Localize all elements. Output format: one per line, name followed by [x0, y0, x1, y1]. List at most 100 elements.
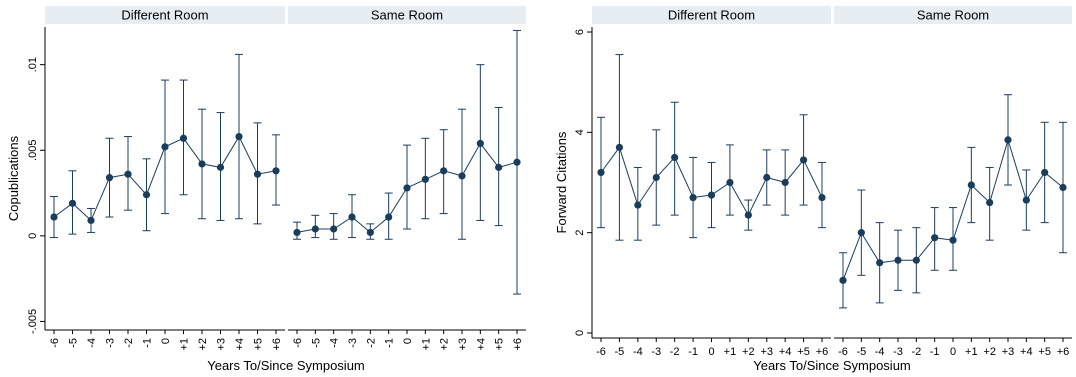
x-tick-label: +5 [1038, 346, 1051, 358]
x-tick-label: -3 [651, 346, 661, 358]
x-tick-label: +3 [216, 338, 228, 351]
data-point [198, 160, 205, 167]
x-tick-label: -4 [633, 346, 643, 358]
x-tick-label: +5 [797, 346, 810, 358]
x-tick-label: +4 [234, 338, 246, 351]
x-tick-label: +1 [420, 338, 432, 351]
x-tick-label: +5 [494, 338, 506, 351]
panel-different-room: Different Room -6 -5 -4 -3 -2 -1 0 +1 +2 +3 +4 +5 +6 [45, 6, 285, 351]
chart-1: -.005 0 .005 .01 Copublications Years To/Sinc… [6, 6, 526, 373]
x-tick-label: +1 [724, 346, 737, 358]
y-tick-label: 0 [574, 330, 586, 336]
data-point [87, 217, 94, 224]
x-tick-label: +2 [742, 346, 755, 358]
data-point [876, 259, 883, 266]
y-tick-label: .01 [27, 57, 39, 72]
panel-title: Different Room [121, 8, 208, 23]
x-tick-label: -1 [688, 346, 698, 358]
x-tick-label: +2 [197, 338, 209, 351]
panel-title: Same Room [371, 8, 443, 23]
x-tick-label: -3 [105, 338, 117, 348]
data-point [180, 135, 187, 142]
x-tick-label: +6 [271, 338, 283, 351]
data-point [513, 159, 520, 166]
x-tick-label: +3 [760, 346, 773, 358]
data-point [254, 171, 261, 178]
x-tick-label: -5 [310, 338, 322, 348]
x-tick-label: -1 [142, 338, 154, 348]
x-tick-label: +1 [179, 338, 191, 351]
data-point [312, 225, 319, 232]
data-point [143, 191, 150, 198]
data-point [818, 194, 825, 201]
data-point [330, 225, 337, 232]
data-point [124, 171, 131, 178]
data-point [745, 212, 752, 219]
data-point [616, 144, 623, 151]
data-point [440, 167, 447, 174]
x-tick-label: -5 [615, 346, 625, 358]
x-tick-label: -3 [893, 346, 903, 358]
data-point [858, 229, 865, 236]
data-point [986, 199, 993, 206]
x-tick-label: -1 [930, 346, 940, 358]
data-point [597, 169, 604, 176]
data-point [782, 179, 789, 186]
x-tick-label: -5 [68, 338, 80, 348]
data-point [69, 200, 76, 207]
y-tick-label: 6 [574, 29, 586, 35]
x-tick-label: +5 [253, 338, 265, 351]
data-point [458, 172, 465, 179]
y-axis-label: Copublications [6, 135, 21, 221]
x-axis-label: Years To/Since Symposium [207, 358, 365, 373]
x-tick-label: -6 [49, 338, 61, 348]
x-tick-label: 0 [708, 346, 714, 358]
panel-same-room: Same Room -6 -5 -4 -3 -2 -1 0 +1 +2 +3 +4 +5 +6 [288, 6, 526, 351]
data-point [367, 229, 374, 236]
data-point [913, 257, 920, 264]
x-tick-label: -6 [596, 346, 606, 358]
data-point [106, 174, 113, 181]
panel-different-room: Different Room -6 -5 -4 -3 -2 -1 0 +1 +2 +3 +4 +5 +6 [592, 6, 831, 358]
x-tick-label: 0 [950, 346, 956, 358]
y-tick-label: -.005 [27, 309, 39, 334]
data-point [385, 213, 392, 220]
data-point [272, 167, 279, 174]
data-point [1041, 169, 1048, 176]
y-tick-label: 2 [574, 230, 586, 236]
x-tick-label: -6 [292, 338, 304, 348]
x-tick-label: -5 [856, 346, 866, 358]
data-point [931, 234, 938, 241]
x-tick-label: +2 [439, 338, 451, 351]
data-point [495, 164, 502, 171]
data-point [671, 154, 678, 161]
x-tick-label: +3 [1002, 346, 1015, 358]
panel-title: Different Room [668, 8, 755, 23]
x-tick-label: -2 [123, 338, 135, 348]
data-point [708, 191, 715, 198]
x-tick-label: +4 [475, 338, 487, 351]
x-tick-label: -4 [329, 338, 341, 348]
panel-same-room: Same Room -6 -5 -4 -3 -2 -1 0 +1 +2 +3 +4 +5 +6 [834, 6, 1072, 358]
y-axis-label: Forward Citations [554, 131, 569, 233]
x-tick-label: -2 [911, 346, 921, 358]
x-tick-label: -4 [86, 338, 98, 348]
y-tick-label: .005 [27, 140, 39, 161]
data-point [1059, 184, 1066, 191]
data-point [477, 140, 484, 147]
data-point [653, 174, 660, 181]
x-tick-label: -3 [347, 338, 359, 348]
data-point [839, 277, 846, 284]
data-point [949, 237, 956, 244]
x-tick-label: +2 [983, 346, 996, 358]
x-tick-label: +6 [512, 338, 524, 351]
data-point [763, 174, 770, 181]
x-tick-label: +4 [779, 346, 792, 358]
x-tick-label: +3 [457, 338, 469, 351]
data-point [968, 181, 975, 188]
data-point [1023, 196, 1030, 203]
data-point [293, 229, 300, 236]
x-tick-label: -6 [838, 346, 848, 358]
x-tick-label: +4 [1020, 346, 1033, 358]
